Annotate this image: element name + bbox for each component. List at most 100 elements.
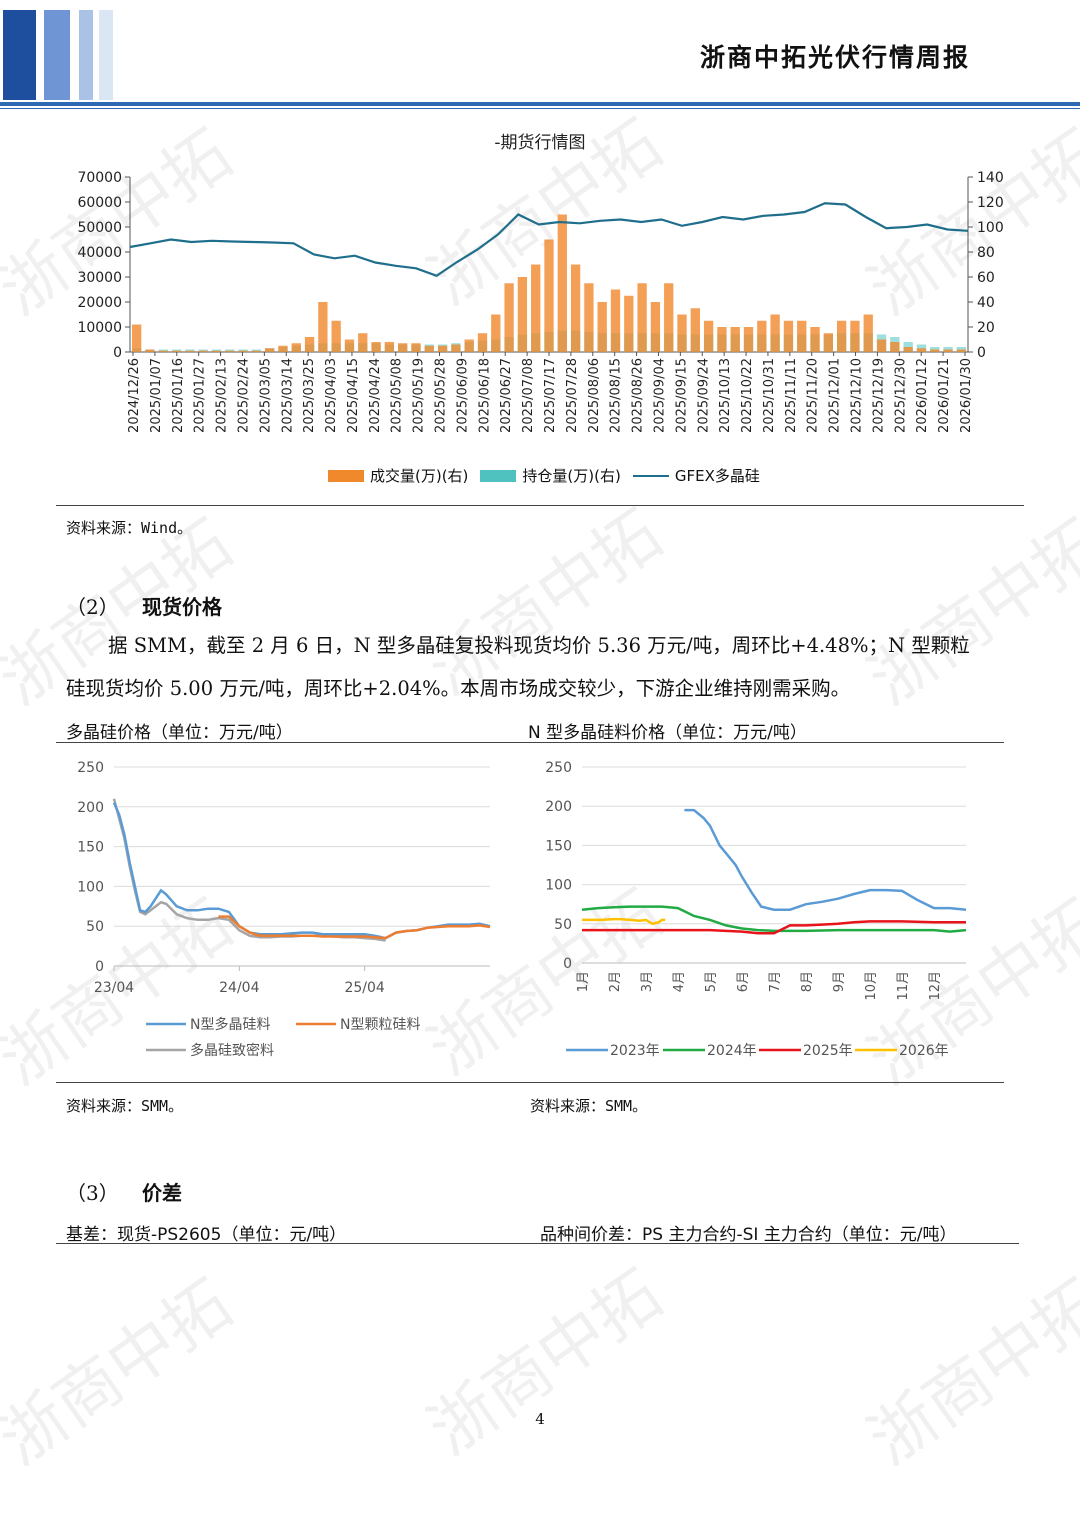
volume-bar bbox=[384, 342, 395, 352]
volume-bar bbox=[836, 320, 847, 352]
x-tick-label: 2025/01/16 bbox=[171, 358, 186, 433]
x-tick-label: 2025/02/24 bbox=[236, 358, 251, 433]
right-tick-label: 80 bbox=[977, 245, 995, 261]
volume-bar bbox=[464, 339, 474, 352]
x-tick-label: 2025/09/15 bbox=[674, 358, 689, 433]
right-tick-label: 60 bbox=[977, 270, 995, 286]
x-tick-label: 2025/08/26 bbox=[631, 358, 646, 433]
left-tick-label: 50000 bbox=[77, 220, 122, 236]
volume-bar bbox=[477, 333, 488, 352]
y-tick-label: 200 bbox=[77, 800, 104, 816]
rule bbox=[56, 505, 1024, 506]
volume-bar bbox=[637, 283, 647, 352]
volume-bar bbox=[544, 239, 554, 352]
volume-bar bbox=[743, 327, 754, 352]
volume-bar bbox=[703, 320, 714, 352]
section2-paragraph-line1: 据 SMM，截至 2 月 6 日，N 型多晶硅复投料现货均价 5.36 万元/吨… bbox=[108, 634, 970, 657]
volume-bar bbox=[610, 289, 621, 352]
x-tick-label: 25/04 bbox=[344, 980, 384, 996]
volume-bar bbox=[717, 327, 727, 352]
poly-price-chart: 0 50 100 150 200 250 23/04 24/04 25/04 N型多晶硅料 N型颗粒… bbox=[77, 760, 491, 1059]
x-tick-label: 2025/09/24 bbox=[696, 358, 711, 433]
volume-bar bbox=[517, 277, 528, 352]
x-tick-label: 2025/12/01 bbox=[828, 358, 843, 433]
x-tick-label: 3月 bbox=[640, 971, 655, 992]
y-tick-label: 150 bbox=[545, 838, 572, 854]
volume-bar bbox=[211, 350, 222, 352]
x-tick-label: 2025/04/24 bbox=[368, 358, 383, 433]
legend-label: N型颗粒硅料 bbox=[340, 1017, 420, 1033]
x-tick-label: 2025/05/28 bbox=[434, 358, 449, 433]
x-tick-label: 2025/11/11 bbox=[784, 358, 799, 433]
volume-bar bbox=[145, 349, 155, 352]
x-tick-label: 2025/10/13 bbox=[718, 358, 733, 433]
volume-bar bbox=[171, 350, 182, 352]
right-tick-label: 120 bbox=[977, 195, 1004, 211]
x-tick-label: 2025/03/14 bbox=[280, 358, 295, 433]
volume-bar bbox=[238, 350, 248, 352]
volume-bar bbox=[344, 339, 355, 352]
series-line bbox=[112, 798, 386, 942]
series-line bbox=[581, 905, 967, 933]
header-rule bbox=[0, 102, 1080, 106]
futures-chart-title: -期货行情图 bbox=[494, 133, 586, 153]
volume-bar bbox=[757, 320, 767, 352]
watermark: 浙商中拓 bbox=[414, 1255, 676, 1470]
x-tick-label: 2025/05/19 bbox=[412, 358, 427, 433]
legend-label: 2025年 bbox=[803, 1043, 853, 1059]
volume-bar bbox=[584, 283, 594, 352]
volume-bar bbox=[570, 264, 581, 352]
volume-bar bbox=[451, 344, 461, 352]
volume-bar bbox=[185, 350, 195, 352]
y-tick-label: 100 bbox=[545, 878, 572, 894]
x-tick-label: 2025/01/27 bbox=[193, 358, 208, 433]
x-tick-label: 10月 bbox=[864, 971, 879, 1001]
series-line bbox=[684, 808, 967, 911]
x-tick-label: 2025/11/20 bbox=[806, 358, 821, 433]
futures-source: 资料来源：Wind。 bbox=[66, 519, 193, 537]
x-tick-label: 24/04 bbox=[219, 980, 259, 996]
volume-bar bbox=[504, 283, 514, 352]
volume-bar bbox=[225, 350, 235, 352]
poly-price-chart-title: 多晶硅价格（单位：万元/吨） bbox=[66, 723, 293, 743]
volume-bar bbox=[890, 342, 900, 352]
volume-bar bbox=[597, 302, 607, 352]
volume-bar bbox=[278, 345, 288, 352]
x-tick-label: 11月 bbox=[896, 971, 911, 1001]
volume-bar bbox=[823, 333, 833, 352]
basis-chart-title: 基差：现货-PS2605（单位：元/吨） bbox=[66, 1225, 347, 1245]
legend-label: 多晶硅致密料 bbox=[190, 1042, 274, 1059]
x-tick-label: 4月 bbox=[672, 971, 687, 992]
series-line bbox=[582, 917, 666, 926]
x-tick-label: 5月 bbox=[704, 971, 719, 992]
x-tick-label: 2025/01/07 bbox=[149, 358, 164, 433]
x-tick-label: 2025/06/27 bbox=[499, 358, 514, 433]
x-tick-label: 2026/01/30 bbox=[959, 358, 974, 433]
volume-bar bbox=[371, 342, 381, 352]
left-tick-label: 30000 bbox=[77, 270, 122, 286]
x-tick-label: 2025/05/08 bbox=[390, 358, 405, 433]
x-tick-label: 2026/01/21 bbox=[937, 358, 952, 433]
volume-bar bbox=[531, 264, 541, 352]
series-line bbox=[582, 920, 966, 935]
volume-bar bbox=[943, 349, 953, 352]
section3-heading: 价差 bbox=[142, 1181, 182, 1205]
legend-swatch-gfex bbox=[632, 474, 669, 477]
volume-bar bbox=[265, 348, 275, 352]
rule bbox=[56, 742, 1004, 743]
x-tick-label: 12月 bbox=[928, 971, 943, 1001]
x-tick-label: 2025/03/05 bbox=[258, 358, 273, 433]
right-tick-label: 0 bbox=[977, 345, 986, 361]
right-tick-label: 100 bbox=[977, 220, 1004, 236]
futures-legend: 成交量(万)(右) 持仓量(万)(右) GFEX多晶硅 bbox=[328, 465, 760, 486]
y-tick-label: 50 bbox=[86, 919, 104, 935]
watermark: 浙商中拓 bbox=[854, 505, 1080, 720]
n-type-chart-title: N 型多晶硅料价格（单位：万元/吨） bbox=[528, 723, 807, 743]
gfex-line bbox=[129, 202, 969, 278]
volume-bar bbox=[398, 343, 408, 352]
legend-volume: 成交量(万)(右) bbox=[370, 467, 469, 485]
poly-price-source: 资料来源：SMM。 bbox=[66, 1097, 184, 1115]
volume-bar bbox=[783, 320, 794, 352]
series-line bbox=[112, 802, 491, 940]
x-tick-label: 2025/06/18 bbox=[477, 358, 492, 433]
